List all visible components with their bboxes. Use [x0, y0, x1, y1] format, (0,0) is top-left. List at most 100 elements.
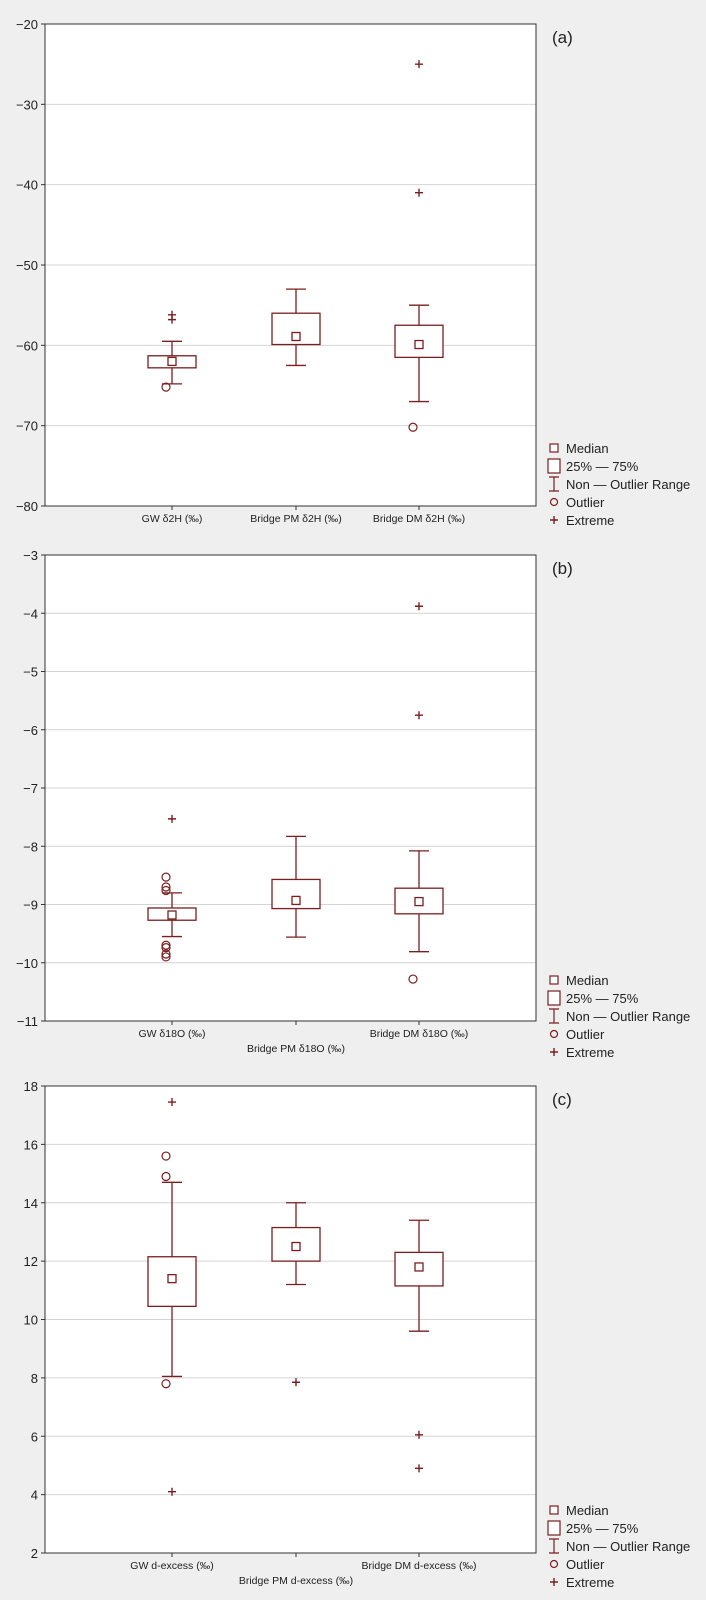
y-tick-label: 6	[31, 1429, 38, 1444]
x-category-label: GW δ18O (‰)	[138, 1028, 205, 1040]
median-marker	[414, 896, 424, 907]
box-3	[394, 60, 444, 432]
plot-frame	[44, 1085, 537, 1554]
extreme-point	[292, 1378, 300, 1387]
x-category-label: Bridge PM δ18O (‰)	[247, 1043, 345, 1055]
legend-label: 25% — 75%	[566, 991, 639, 1006]
y-tick-label: −20	[16, 17, 38, 32]
x-category-label: Bridge DM δ18O (‰)	[370, 1028, 469, 1040]
whisker-icon	[549, 476, 559, 492]
legend-label: Outlier	[566, 1557, 605, 1572]
y-tick-label: −7	[23, 781, 38, 796]
legend-label: Extreme	[566, 513, 614, 528]
box-3	[394, 602, 444, 984]
extreme-plus-icon	[550, 1048, 558, 1056]
y-tick-label: 16	[24, 1137, 38, 1152]
outlier-point	[161, 1171, 171, 1182]
outlier-point	[161, 882, 171, 892]
legend-label: Extreme	[566, 1045, 614, 1060]
legend-label: Non — Outlier Range	[566, 477, 690, 492]
extreme-point	[168, 315, 176, 324]
legend-label: Outlier	[566, 495, 605, 510]
extreme-plus-icon	[550, 516, 558, 524]
median-square-icon	[549, 975, 559, 985]
y-tick-label: −4	[23, 606, 38, 621]
legend-label: Non — Outlier Range	[566, 1009, 690, 1024]
box-icon	[547, 1520, 561, 1536]
median-marker	[167, 1273, 177, 1284]
y-tick-label: −70	[16, 419, 38, 434]
extreme-plus-icon	[550, 1578, 558, 1586]
box-2	[271, 288, 321, 367]
y-tick-label: −3	[23, 548, 38, 563]
box-2	[271, 1202, 321, 1387]
y-tick-label: −40	[16, 178, 38, 193]
y-tick-label: 18	[24, 1079, 38, 1094]
x-category-label: Bridge PM δ2H (‰)	[250, 513, 342, 525]
median-marker	[291, 331, 301, 342]
plot-frame	[44, 554, 537, 1022]
legend-label: Outlier	[566, 1027, 605, 1042]
box-icon	[547, 990, 561, 1006]
y-tick-label: 10	[24, 1313, 38, 1328]
y-tick-label: −30	[16, 97, 38, 112]
median-square-icon	[549, 1505, 559, 1515]
extreme-point	[415, 1430, 423, 1439]
extreme-point	[415, 602, 423, 611]
median-marker	[167, 356, 177, 367]
outlier-point	[161, 943, 171, 953]
legend-label: Extreme	[566, 1575, 614, 1590]
y-tick-label: −50	[16, 258, 38, 273]
outlier-point	[161, 1379, 171, 1389]
x-category-label: GW d-excess (‰)	[130, 1560, 213, 1572]
panel-label: (a)	[552, 28, 573, 47]
x-category-label: Bridge DM δ2H (‰)	[373, 513, 465, 525]
panel-label: (c)	[552, 1090, 572, 1109]
panel-b: −3 −4 −5 −6 −7 −8 −9 −10 −11 GW δ18O (‰) Bridge PM…	[16, 548, 690, 1060]
y-tick-label: 14	[24, 1196, 38, 1211]
box-1	[147, 814, 197, 962]
legend: Median 25% — 75% Non — Outlier Range Outlie…	[547, 1503, 690, 1590]
y-tick-label: −80	[16, 499, 38, 514]
median-marker	[291, 895, 301, 906]
median-marker	[414, 1262, 424, 1272]
y-tick-label: −8	[23, 839, 38, 854]
outlier-circle-icon	[549, 1029, 559, 1039]
extreme-point	[415, 711, 423, 720]
panel-c: 18 16 14 12 10 8 6 4 2 GW d-excess (‰) Bridge PM d…	[24, 1079, 691, 1590]
whisker-icon	[549, 1008, 559, 1024]
median-marker	[414, 339, 424, 350]
outlier-circle-icon	[549, 497, 559, 507]
extreme-point	[415, 188, 423, 197]
box-1	[147, 1098, 197, 1496]
extreme-point	[168, 1098, 176, 1107]
legend: Median 25% — 75% Non — Outlier Range Outlie…	[547, 441, 690, 528]
y-tick-label: −9	[23, 898, 38, 913]
whisker-icon	[549, 1538, 559, 1554]
legend-label: 25% — 75%	[566, 459, 639, 474]
x-category-label: Bridge PM d-excess (‰)	[239, 1575, 353, 1587]
outlier-point	[161, 952, 171, 962]
extreme-point	[415, 1464, 423, 1473]
panel-label: (b)	[552, 559, 573, 578]
extreme-point	[415, 60, 423, 69]
box-icon	[547, 458, 561, 474]
median-marker	[291, 1241, 301, 1252]
y-tick-label: −10	[16, 956, 38, 971]
legend-label: Median	[566, 441, 609, 456]
box-1	[147, 310, 197, 392]
y-tick-label: −6	[23, 723, 38, 738]
median-marker	[167, 910, 177, 920]
x-category-label: GW δ2H (‰)	[142, 513, 203, 525]
y-tick-label: −60	[16, 338, 38, 353]
legend-label: Median	[566, 973, 609, 988]
box-2	[271, 835, 321, 938]
outlier-circle-icon	[549, 1559, 559, 1569]
extreme-point	[168, 814, 176, 823]
y-tick-label: 4	[31, 1488, 38, 1503]
outlier-point	[161, 949, 171, 959]
x-category-label: Bridge DM d-excess (‰)	[362, 1560, 477, 1572]
outlier-point	[161, 382, 171, 392]
box-3	[394, 1219, 444, 1473]
